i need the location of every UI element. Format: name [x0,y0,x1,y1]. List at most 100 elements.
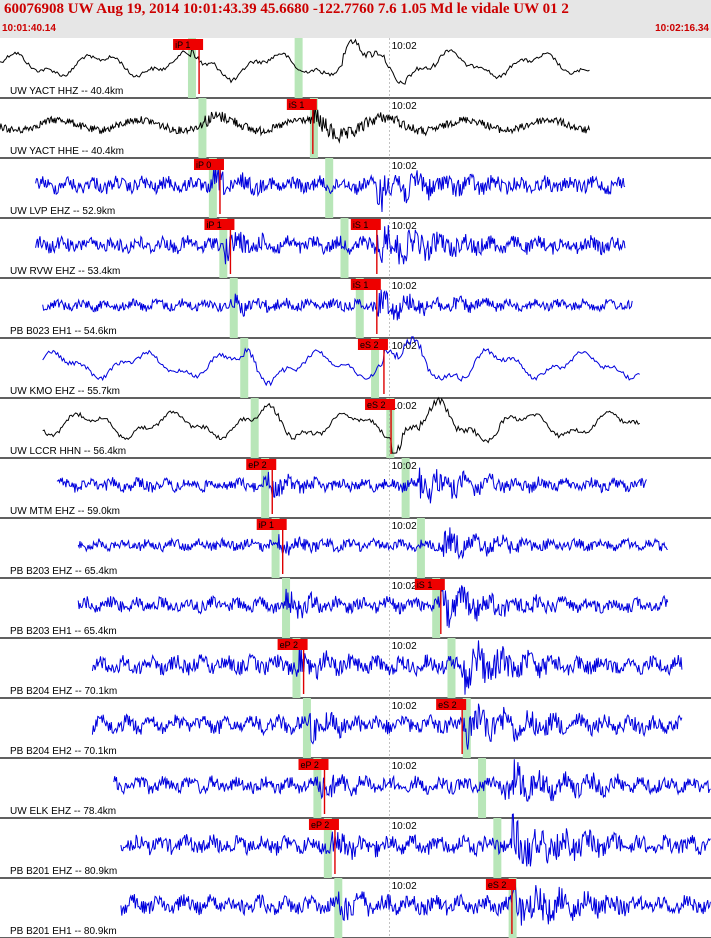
station-label: PB B203 EHZ -- 65.4km [10,566,117,577]
trace-row-10: 10:02 eP 2 PB B204 EHZ -- 70.1km [0,638,711,699]
minute-tick-label: 10:02 [392,521,417,532]
s-model-band [355,278,364,338]
p-pick-label: eP 2 [248,460,266,470]
waveform [42,289,633,321]
p-model-band [334,878,343,938]
p-pick-flag [193,159,224,170]
trace-row-6: 10:02 eS 2 UW LCCR HHN -- 56.4km [0,396,711,459]
p-pick-flag [246,459,277,470]
p-model-band [302,698,311,758]
p-pick-flag [256,519,287,530]
p-model-band [187,38,196,98]
p-pick-label: eP 2 [280,640,298,650]
station-label: UW YACT HHE -- 40.4km [10,146,124,157]
trace-row-4: 10:02 iS 1 PB B023 EH1 -- 54.6km [0,278,711,339]
p-pick-flag [277,639,308,650]
s-model-band [447,638,456,698]
minute-tick-label: 10:02 [392,701,417,712]
waveform [120,880,711,926]
minute-tick-label: 10:02 [392,461,417,472]
p-pick-label: iP 1 [259,520,274,530]
minute-tick-label: 10:02 [392,41,417,52]
waveform [91,703,683,750]
station-label: UW KMO EHZ -- 55.7km [10,386,120,397]
waveform [77,585,669,628]
trace-row-7: 10:02 eP 2 UW MTM EHZ -- 59.0km [0,458,711,519]
p-pick-flag [204,219,235,230]
minute-tick-label: 10:02 [392,821,417,832]
s-pick-flag [414,579,445,590]
station-label: PB B204 EH2 -- 70.1km [10,746,117,757]
time-end: 10:02:16.34 [655,23,709,34]
waveform [35,165,626,213]
p-pick-label: iP 1 [175,40,190,50]
trace-row-3: 10:02 iP 1 iS 1 UW RVW EHZ -- 53.4km [0,218,711,279]
station-label: UW YACT HHZ -- 40.4km [10,86,123,97]
s-model-band [493,818,502,878]
station-label: UW ELK EHZ -- 78.4km [10,806,116,817]
trace-row-9: 10:02 iS 1 PB B203 EH1 -- 65.4km [0,578,711,639]
s-model-band [508,878,517,938]
minute-tick-label: 10:02 [392,581,417,592]
trace-row-8: 10:02 iP 1 PB B203 EHZ -- 65.4km [0,518,711,579]
trace-row-14: 10:02 eS 2 PB B201 EH1 -- 80.9km [0,878,711,938]
p-pick-label: iP 0 [196,160,211,170]
waveform [77,527,668,560]
p-pick-flag [173,39,204,50]
trace-row-11: 10:02 eS 2 PB B204 EH2 -- 70.1km [0,698,711,759]
s-pick-label: eS 2 [488,880,507,890]
s-pick-flag [350,279,381,290]
s-model-band [462,698,471,758]
station-label: UW LCCR HHN -- 56.4km [10,446,126,457]
p-model-band [292,638,301,698]
waveform [42,336,640,387]
minute-tick-label: 10:02 [392,761,417,772]
s-pick-label: iS 1 [353,280,369,290]
s-model-band [371,338,380,398]
p-model-band [271,518,280,578]
waveform [120,813,711,867]
waveform [35,224,626,265]
s-model-band [309,98,318,158]
p-model-band [208,158,217,218]
s-model-band [416,518,425,578]
s-pick-flag [365,399,396,410]
minute-tick-label: 10:02 [392,161,417,172]
p-model-band [282,578,291,638]
minute-tick-label: 10:02 [392,641,417,652]
station-label: PB B204 EHZ -- 70.1km [10,686,117,697]
p-pick-label: eP 2 [301,760,319,770]
p-pick-flag [298,759,329,770]
s-pick-label: eS 2 [438,700,457,710]
s-pick-label: eS 2 [360,340,379,350]
trace-row-0: 10:02 iP 1 UW YACT HHZ -- 40.4km [0,38,711,99]
station-label: UW RVW EHZ -- 53.4km [10,266,120,277]
seismogram-plot[interactable]: 10:02 iP 1 UW YACT HHZ -- 40.4km 10:02 iS 1 U… [0,38,711,938]
waveform [0,104,590,144]
minute-tick-label: 10:02 [392,881,417,892]
waveform [0,38,590,85]
header-bar: 60076908 UW Aug 19, 2014 10:01:43.39 45.… [0,0,711,38]
p-pick-label: eP 2 [311,820,329,830]
waveform [91,640,683,695]
station-label: UW MTM EHZ -- 59.0km [10,506,120,517]
minute-tick-label: 10:02 [392,101,417,112]
s-pick-label: eS 2 [367,400,386,410]
p-model-band [261,458,270,518]
p-pick-flag [308,819,339,830]
trace-row-12: 10:02 eP 2 UW ELK EHZ -- 78.4km [0,758,711,819]
s-pick-flag [357,339,388,350]
waveform [42,396,640,454]
s-model-band [294,38,303,98]
station-label: PB B203 EH1 -- 65.4km [10,626,117,637]
s-model-band [386,398,395,458]
p-model-band [198,98,207,158]
p-model-band [323,818,332,878]
s-pick-label: iS 1 [353,220,369,230]
minute-tick-label: 10:02 [392,281,417,292]
s-pick-flag [286,99,317,110]
minute-tick-label: 10:02 [392,401,417,412]
s-model-band [325,158,334,218]
s-pick-flag [436,699,467,710]
